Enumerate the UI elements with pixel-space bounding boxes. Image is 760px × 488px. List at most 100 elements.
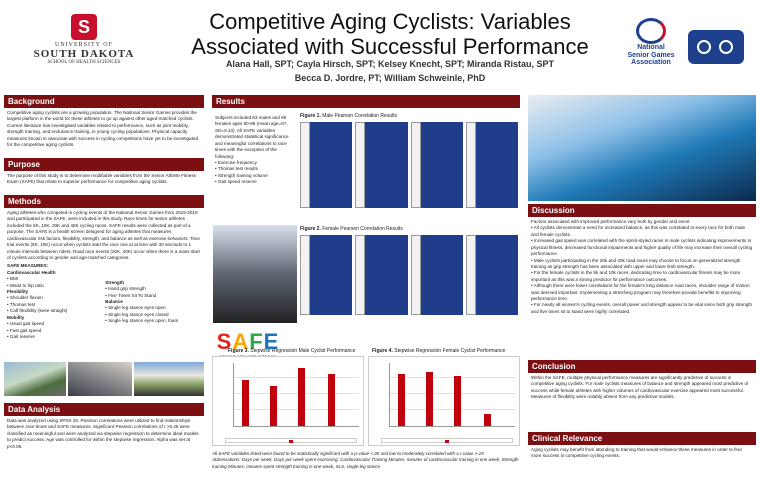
list-item: Shoulder flexion xyxy=(7,295,95,301)
measures-label: SAFE MEASURES: xyxy=(7,263,49,269)
correlation-box xyxy=(300,122,353,208)
results-section: Results xyxy=(212,95,520,108)
figure-label: Figure 1. xyxy=(300,113,321,119)
event-label xyxy=(300,122,310,208)
figure-1-correlation-boxes xyxy=(300,122,518,208)
event-label xyxy=(355,122,366,208)
purpose-text: The purpose of this study is to determin… xyxy=(7,173,196,185)
purpose-section: Purpose The purpose of this study is to … xyxy=(4,158,204,188)
university-logo: S UNIVERSITY OF SOUTH DAKOTA SCHOOL OF H… xyxy=(14,14,154,80)
figure-4-caption: Figure 4. Stepwise Regression Female Cyc… xyxy=(372,348,505,355)
list-item: Increased gait speed was correlated with… xyxy=(531,238,753,257)
plot-area xyxy=(233,363,359,427)
measures-left-column: Cardiovascular HealthBMIWaist to hip rat… xyxy=(7,270,95,341)
correlation-box xyxy=(465,122,518,208)
measure-list: Shoulder flexionThomas testCalf flexibil… xyxy=(7,295,95,314)
poster-title: Competitive Aging Cyclists: Variables As… xyxy=(191,9,589,59)
event-label xyxy=(465,122,476,208)
data-analysis-section: Data Analysis Data was analyzed using SP… xyxy=(4,403,204,452)
list-item: Calf flexibility (knee straight) xyxy=(7,308,95,314)
bar xyxy=(398,374,405,426)
figure-caption: Stepwise Regression Male Cyclist Perform… xyxy=(250,348,356,354)
list-item: Single leg stance eyes closed xyxy=(105,312,201,318)
conclusion-text: Within the SAFE, multiple physical perfo… xyxy=(531,375,749,400)
background-section: Background Competitive aging cyclists ar… xyxy=(4,95,204,151)
section-heading: Methods xyxy=(4,195,204,208)
figure-3-caption: Figure 3. Stepwise Regression Male Cycli… xyxy=(228,348,356,355)
measure-group-label: Flexibility xyxy=(7,289,29,295)
coyote-mark-icon: S xyxy=(71,14,97,40)
section-heading: Discussion xyxy=(528,204,756,217)
safe-measures: SAFE MEASURES: Cardiovascular HealthBMIW… xyxy=(4,263,204,342)
correlation-box xyxy=(355,235,408,315)
measure-group-label: Mobility xyxy=(7,314,25,320)
nsg-line-3: Association xyxy=(631,59,671,67)
results-intro: Subjects included 63 males and 89 female… xyxy=(212,113,296,188)
list-item: All cyclists demonstrate a need for incr… xyxy=(531,225,753,238)
bicycle-wheel-icon xyxy=(697,40,711,54)
list-item: Single leg stance eyes open xyxy=(105,305,201,311)
grip-test-photo xyxy=(68,362,132,396)
event-label xyxy=(410,235,421,315)
bicycle-wheel-icon xyxy=(719,40,733,54)
list-item: Although there were fewer correlations f… xyxy=(531,283,753,302)
measure-group-label: Cardiovascular Health xyxy=(7,269,56,275)
logo-line-3: SCHOOL OF HEALTH SCIENCES xyxy=(47,60,121,65)
significance-note: All SAFE variables listed were found to … xyxy=(212,451,484,456)
cyclist-portrait-photo xyxy=(213,225,297,323)
discussion-body: Factors associated with improved perform… xyxy=(528,217,756,317)
figure-1-caption: Figure 1. Male Pearson Correlation Resul… xyxy=(300,113,397,120)
section-heading: Conclusion xyxy=(528,360,756,373)
measure-group-label: Strength xyxy=(105,279,125,285)
figure-4-chart xyxy=(368,356,520,446)
methods-section: Methods Aging athletes who competed in c… xyxy=(4,195,204,342)
list-item: Thomas test results xyxy=(215,166,293,172)
chart-legend xyxy=(225,438,357,443)
measure-group-label: Balance xyxy=(105,299,123,305)
list-item: Single leg stance eyes open, foam xyxy=(105,318,201,324)
measures-columns: Cardiovascular HealthBMIWaist to hip rat… xyxy=(7,270,201,341)
exceptions-list: Exercise frequency Thomas test results S… xyxy=(215,160,293,186)
measure-list: Usual gait speedFast gait speedGait rese… xyxy=(7,321,95,340)
clinical-relevance-section: Clinical Relevance Aging cyclists may be… xyxy=(528,432,756,462)
figure-3-chart xyxy=(212,356,364,446)
correlation-box xyxy=(300,235,353,315)
cyclists-group-photo xyxy=(528,95,756,201)
discussion-list: All cyclists demonstrate a need for incr… xyxy=(531,225,753,315)
section-heading: Results xyxy=(212,95,520,108)
list-item: Five Times Sit To Stand xyxy=(105,293,201,299)
background-text: Competitive aging cyclists are a growing… xyxy=(7,110,198,148)
list-item: For nearly all women's cycling events, o… xyxy=(531,302,753,315)
correlation-box xyxy=(410,235,463,315)
list-item: Strength training volume xyxy=(215,173,293,179)
conclusion-section: Conclusion Within the SAFE, multiple phy… xyxy=(528,360,756,403)
authors-line-1: Alana Hall, SPT; Cayla Hirsch, SPT; Kels… xyxy=(225,59,555,69)
figure-label: Figure 3. xyxy=(228,348,249,354)
discussion-intro: Factors associated with improved perform… xyxy=(531,219,690,224)
list-item: Male cyclists participating in the 20k a… xyxy=(531,258,753,271)
measures-right-column: StrengthHand grip strengthFive Times Sit… xyxy=(105,270,201,341)
list-item: Waist to hip ratio xyxy=(7,283,95,289)
clinical-relevance-text: Aging cyclists may benefit from attendin… xyxy=(531,447,742,459)
list-item: For the female cyclists in the 5k and 10… xyxy=(531,270,753,283)
abbreviations-note: Abbreviations: Days per week, Days per w… xyxy=(212,457,519,469)
logo-line-1: UNIVERSITY OF xyxy=(55,42,113,48)
list-item: Hand grip strength xyxy=(105,286,201,292)
data-analysis-text: Data was analyzed using SPSS 25. Pearson… xyxy=(7,418,199,449)
cyclists-road-photo xyxy=(134,362,204,396)
nsg-line-2: Senior Games xyxy=(627,51,675,59)
torch-flag-icon xyxy=(636,18,666,44)
section-heading: Data Analysis xyxy=(4,403,204,416)
results-intro-text: Subjects included 63 males and 89 female… xyxy=(215,115,289,159)
measure-list: Hand grip strengthFive Times Sit To Stan… xyxy=(105,286,201,299)
methods-text: Aging athletes who competed in cycling e… xyxy=(7,210,200,260)
cycling-event-logo xyxy=(688,30,744,64)
event-label xyxy=(355,235,366,315)
figure-2-correlation-boxes xyxy=(300,235,518,315)
list-item: Gait speed reserve xyxy=(215,179,293,185)
cyclists-race-photo xyxy=(4,362,66,396)
senior-games-logo: National Senior Games Association xyxy=(620,18,682,82)
section-heading: Purpose xyxy=(4,158,204,171)
list-item: Usual gait speed xyxy=(7,321,95,327)
